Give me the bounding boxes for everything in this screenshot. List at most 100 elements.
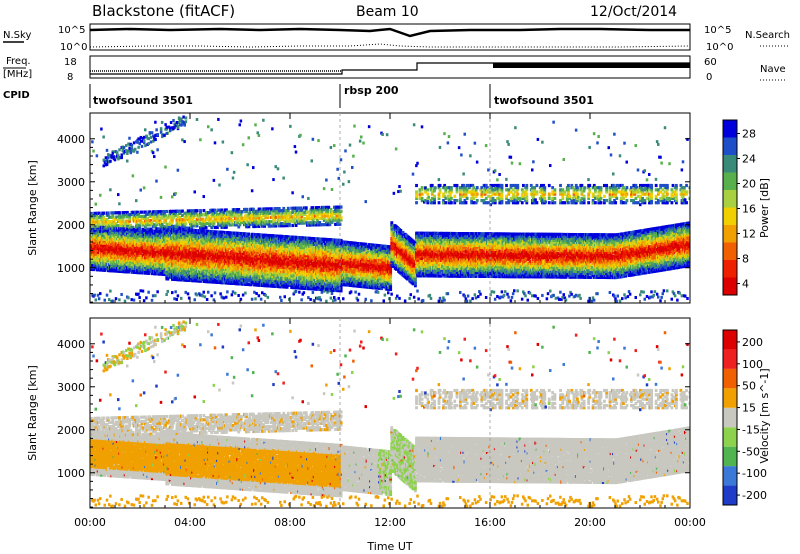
freq-label-2: [MHz]: [3, 69, 32, 80]
power-cell: [128, 225, 132, 230]
freq-tick-bottom: 8: [67, 72, 73, 83]
power-cell: [119, 263, 123, 268]
power-cell: [184, 222, 188, 226]
power-cell: [173, 229, 177, 233]
power-cell: [114, 261, 118, 265]
power-cell: [164, 214, 168, 218]
power-cell: [164, 218, 168, 222]
power-cell: [129, 213, 133, 217]
power-cell: [153, 155, 156, 159]
power-cell: [92, 149, 95, 153]
power-cell: [181, 222, 184, 226]
power-cell: [174, 211, 178, 216]
power-cell: [137, 267, 141, 271]
power-cell: [159, 231, 163, 236]
power-cell: [154, 254, 157, 258]
power-cell: [289, 124, 292, 128]
power-cell: [176, 168, 180, 172]
power-cell: [163, 212, 166, 216]
power-cell: [183, 264, 187, 269]
power-cell: [160, 222, 164, 227]
power-cell: [175, 245, 179, 249]
power-cell: [136, 225, 139, 229]
power-cell: [217, 117, 220, 121]
power-cell: [140, 217, 144, 221]
power-cell: [180, 278, 183, 282]
power-cell: [156, 212, 160, 216]
power-cell: [105, 224, 109, 228]
power-cell: [130, 264, 134, 268]
power-cell: [97, 252, 101, 257]
power-cell: [165, 244, 169, 248]
power-cell: [177, 220, 181, 224]
power-cell: [91, 260, 94, 264]
power-cell: [212, 178, 216, 182]
power-cell: [137, 212, 141, 216]
power-cell: [257, 133, 261, 137]
power-cell: [123, 299, 127, 303]
power-cell: [99, 292, 102, 296]
power-cell: [108, 257, 111, 261]
power-cell: [123, 221, 127, 225]
power-cell: [176, 256, 180, 260]
power-cell: [108, 243, 111, 248]
power-cell: [122, 235, 126, 239]
power-cell: [231, 290, 235, 294]
power-cell: [226, 167, 229, 171]
power-cell: [272, 178, 275, 182]
power-cell: [178, 216, 182, 220]
power-cell: [114, 244, 118, 248]
power-cell: [126, 159, 129, 163]
power-cell: [118, 219, 121, 223]
power-cell: [102, 215, 106, 220]
power-cell: [218, 183, 221, 187]
power-cell: [169, 121, 173, 125]
power-cell: [153, 214, 156, 218]
power-cell: [104, 222, 108, 226]
power-cell: [213, 141, 217, 145]
power-cell: [119, 217, 123, 221]
freq-line: [90, 62, 690, 75]
power-cell: [90, 254, 93, 258]
power-cell: [102, 222, 106, 226]
power-cell: [279, 295, 282, 299]
power-cell: [266, 295, 270, 299]
power-cell: [113, 238, 117, 242]
power-cell: [105, 217, 109, 222]
power-cell: [158, 218, 162, 222]
power-cell: [183, 224, 187, 228]
power-cell: [95, 244, 99, 249]
power-cell: [142, 299, 146, 303]
power-cell: [199, 209, 202, 213]
power-cell: [241, 143, 245, 147]
power-cell: [90, 211, 93, 216]
power-cell: [136, 210, 139, 214]
power-cell: [253, 290, 256, 294]
power-cell: [174, 290, 177, 294]
power-cell: [138, 271, 142, 275]
power-cell: [175, 231, 179, 235]
nave-label: Nave: [760, 64, 786, 75]
power-cell: [108, 255, 111, 259]
power-cell: [174, 268, 178, 272]
power-cell: [183, 220, 187, 224]
power-cell: [165, 275, 169, 279]
power-cell: [95, 154, 99, 158]
power-cell: [165, 273, 169, 277]
power-cell: [120, 292, 123, 296]
power-cell: [201, 294, 204, 298]
power-cell: [166, 277, 170, 281]
power-cell: [106, 213, 110, 217]
power-cell: [103, 217, 107, 222]
power-cell: [145, 219, 148, 223]
power-cell: [167, 234, 171, 239]
power-cell: [139, 219, 143, 223]
power-cell: [159, 225, 163, 229]
power-cell: [165, 293, 168, 297]
power-cell: [121, 213, 125, 217]
power-cell: [136, 217, 139, 221]
power-cell: [160, 264, 164, 269]
power-cell: [127, 233, 130, 237]
power-cell: [159, 195, 163, 199]
power-cell: [166, 254, 170, 258]
